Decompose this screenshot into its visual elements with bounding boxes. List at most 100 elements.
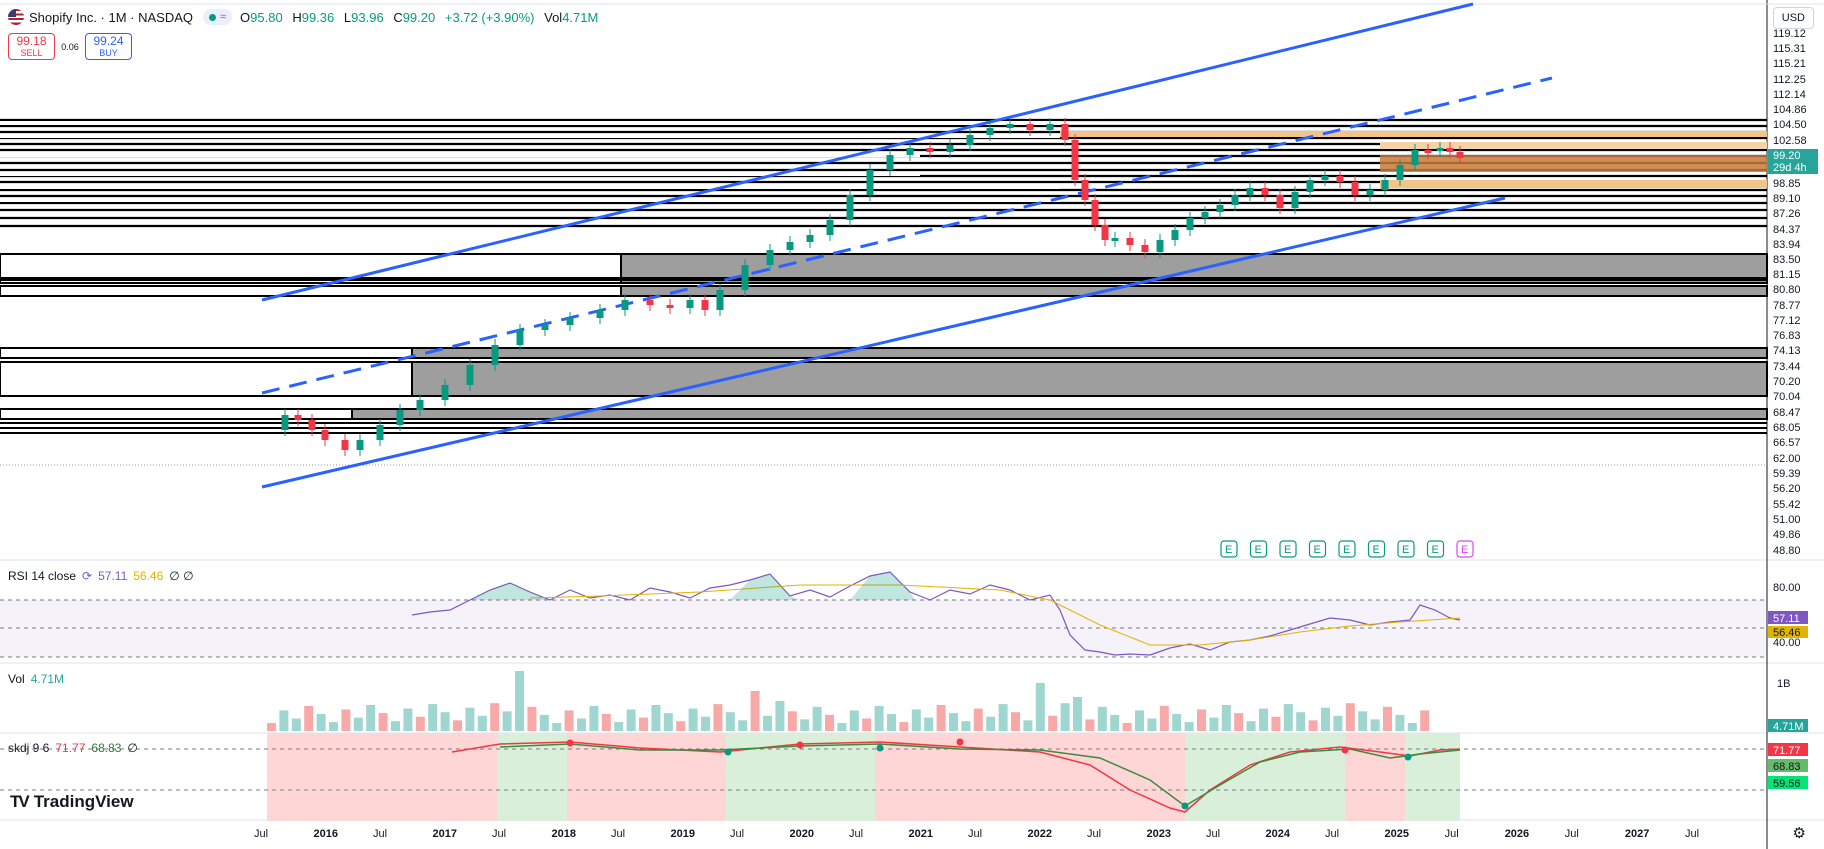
candle — [1216, 199, 1224, 218]
candle-body — [1351, 182, 1359, 195]
buy-button[interactable]: 99.24 BUY — [85, 33, 132, 60]
candle — [1081, 174, 1089, 206]
currency-select[interactable]: USD — [1772, 7, 1814, 29]
volume-bar — [378, 713, 388, 731]
delay-wave-icon: ≈ — [220, 11, 227, 23]
candle — [341, 434, 349, 456]
candle-body — [1231, 195, 1239, 205]
price-tick: 102.58 — [1773, 135, 1807, 147]
candle-body — [866, 170, 874, 195]
support-zone — [1380, 180, 1767, 188]
volume-tag-label: 4.71M — [1773, 721, 1804, 733]
candle-body — [516, 330, 524, 345]
candle — [866, 164, 874, 201]
candle — [1101, 219, 1109, 246]
volume-bar — [1048, 715, 1058, 731]
skdj-low-tag-label: 59.56 — [1773, 778, 1801, 790]
price-tick: 83.50 — [1773, 254, 1801, 266]
candle-body — [621, 300, 629, 310]
time-axis-label: Jul — [1206, 828, 1220, 840]
volume-bar — [701, 716, 710, 731]
zone-gap — [0, 186, 1060, 189]
volume-bar — [651, 705, 661, 731]
candle — [356, 434, 364, 456]
candle-body — [766, 250, 774, 265]
earnings-marker-icon — [1279, 540, 1297, 558]
price-tick: 48.80 — [1773, 545, 1801, 557]
volume-bar — [527, 706, 537, 731]
candle-body — [1201, 212, 1209, 218]
market-status-pill[interactable]: ≈ — [203, 9, 233, 25]
time-axis-label: Jul — [730, 828, 744, 840]
price-tick: 78.77 — [1773, 300, 1801, 312]
time-axis: Jul 2016 Jul 2017 Jul 2018 Jul 2019 Jul 2020 Jul 20… — [254, 828, 1699, 840]
candle-body — [1186, 218, 1194, 230]
time-axis-label: 2019 — [671, 828, 695, 840]
candle-body — [416, 400, 424, 410]
volume-bar — [1110, 714, 1120, 731]
candle-body — [1171, 230, 1179, 240]
volume-bar — [639, 717, 648, 731]
price-tick: 80.80 — [1773, 284, 1801, 296]
volume-bar — [849, 710, 859, 731]
time-axis-label: Jul — [1087, 828, 1101, 840]
volume-bar — [552, 723, 562, 731]
settings-gear-icon[interactable]: ⚙ — [1792, 825, 1806, 842]
volume-bar — [1383, 706, 1392, 731]
candle — [441, 379, 449, 406]
candle-body — [1276, 195, 1284, 208]
sell-button[interactable]: 99.18 SELL — [8, 33, 55, 60]
volume-bar — [1333, 715, 1343, 731]
candle — [1061, 118, 1069, 146]
candle-body — [341, 440, 349, 450]
volume-bar — [1321, 707, 1330, 731]
volume-bar — [1097, 706, 1107, 731]
tradingview-logo[interactable]: TV TradingView — [10, 792, 134, 811]
volume-bar — [1147, 718, 1157, 731]
price-tick: 68.05 — [1773, 422, 1801, 434]
volume-bar — [465, 707, 475, 731]
candle-body — [1081, 180, 1089, 200]
candle-body — [1101, 225, 1109, 240]
candle-body — [786, 242, 794, 250]
earnings-marker-label: E — [1402, 544, 1409, 556]
price-tick: 66.57 — [1773, 437, 1801, 449]
candle-body — [1456, 152, 1464, 158]
skdj-bg — [497, 733, 567, 821]
rsi-legend[interactable]: RSI 14 close ⟳ 57.11 56.46 ∅ ∅ — [8, 569, 194, 583]
volume-bar — [961, 721, 971, 731]
candle-body — [294, 415, 302, 420]
volume-bar — [1172, 714, 1182, 731]
candle-body — [1071, 140, 1079, 180]
candle — [886, 149, 894, 176]
candle — [646, 294, 654, 311]
candle-body — [666, 305, 674, 308]
volume-bar — [1407, 723, 1417, 731]
volume-bar — [267, 723, 276, 731]
time-axis-label: 2020 — [790, 828, 814, 840]
volume-bar — [676, 721, 686, 731]
symbol-title[interactable]: Shopify Inc. · 1M · NASDAQ — [29, 9, 193, 25]
skdj-legend[interactable]: skdj 9 6 71.77 68.83 ∅ — [8, 741, 138, 755]
rsi-line — [411, 571, 1461, 656]
candle-body — [986, 128, 994, 135]
candle — [926, 142, 934, 158]
volume-tag — [1768, 719, 1808, 732]
volume-bar — [539, 714, 549, 731]
candle-body — [926, 148, 934, 152]
time-axis-label: 2027 — [1625, 828, 1649, 840]
volume-bar — [1073, 697, 1082, 731]
volume-legend[interactable]: Vol 4.71M — [8, 672, 65, 686]
volume-bar — [440, 712, 450, 731]
candle — [1336, 170, 1344, 188]
volume-bar — [1011, 712, 1020, 731]
volume-bar — [403, 708, 413, 731]
earnings-marker-label: E — [1432, 544, 1439, 556]
zone-gap — [0, 121, 1060, 125]
zone-gap — [0, 134, 1060, 138]
zone-gap — [0, 172, 920, 176]
rsi-value-tag — [1768, 611, 1808, 624]
rsi-ma-tag — [1768, 626, 1808, 638]
